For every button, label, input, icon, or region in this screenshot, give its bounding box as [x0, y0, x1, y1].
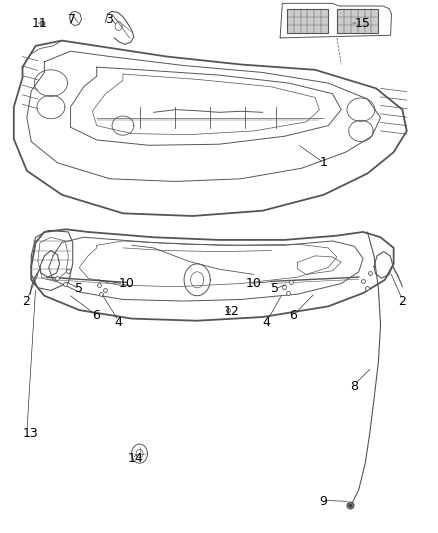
Text: 5: 5 [75, 282, 83, 295]
Text: 2: 2 [22, 295, 30, 308]
Text: 10: 10 [245, 277, 261, 290]
Text: 4: 4 [114, 316, 122, 329]
Text: 13: 13 [22, 427, 38, 440]
Text: 6: 6 [289, 309, 297, 322]
Text: 15: 15 [354, 17, 370, 29]
Text: 12: 12 [223, 305, 239, 318]
Text: 4: 4 [263, 316, 271, 329]
Text: 14: 14 [127, 453, 143, 465]
Text: 8: 8 [350, 379, 358, 393]
Text: 9: 9 [319, 495, 327, 508]
Text: 5: 5 [272, 282, 279, 295]
FancyBboxPatch shape [337, 9, 378, 33]
Text: 2: 2 [398, 295, 406, 308]
Text: 6: 6 [92, 309, 100, 322]
Text: 7: 7 [68, 13, 76, 26]
Text: 1: 1 [319, 156, 327, 169]
Text: 11: 11 [31, 17, 47, 29]
Text: 10: 10 [119, 277, 134, 290]
Text: 3: 3 [106, 13, 113, 26]
FancyBboxPatch shape [287, 9, 328, 33]
